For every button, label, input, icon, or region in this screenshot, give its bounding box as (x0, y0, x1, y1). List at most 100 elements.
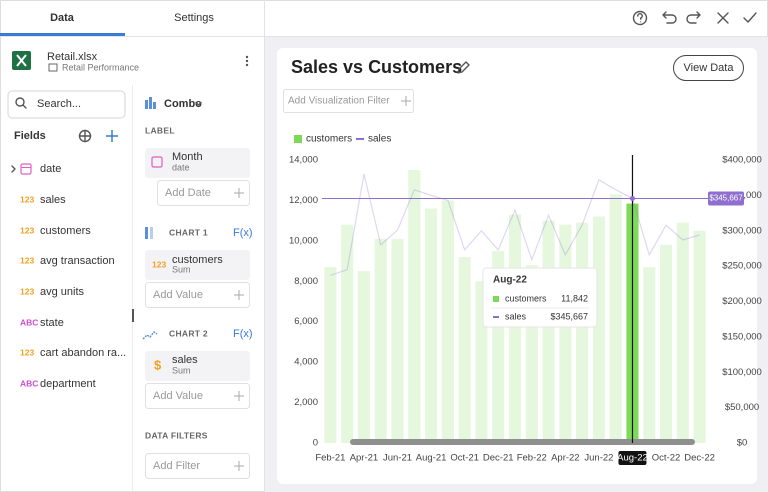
field-badge: 123 (20, 225, 34, 235)
field-card[interactable] (145, 148, 250, 178)
formula-button[interactable]: F(x) (233, 227, 253, 239)
y2-tick-label: $0 (737, 438, 748, 449)
plus-icon (234, 391, 244, 401)
menu-icon[interactable] (245, 55, 249, 67)
legend-label: customers (306, 134, 352, 145)
field-name[interactable]: sales (40, 194, 66, 206)
add-button[interactable] (145, 282, 250, 308)
section-title: CHART 2 (169, 328, 208, 338)
field-name[interactable]: state (40, 317, 64, 329)
field-name[interactable]: avg units (40, 286, 85, 298)
x-tick-label: Oct-22 (652, 453, 681, 464)
bar (425, 208, 438, 443)
x-tick-label: Apr-22 (551, 453, 580, 464)
y2-tick-label: $300,000 (722, 225, 762, 236)
expand-icon[interactable] (11, 165, 16, 173)
plus-icon (401, 96, 411, 106)
tab-underline (0, 33, 125, 36)
y-tick-label: 12,000 (289, 195, 318, 206)
tooltip-value: 11,842 (561, 293, 588, 303)
x-tick-label: Aug-22 (617, 453, 648, 464)
chart-type[interactable]: Combo (164, 98, 202, 110)
add-label: Add Date (165, 187, 211, 199)
field-card[interactable] (145, 250, 250, 280)
bar (508, 214, 522, 443)
field-name[interactable]: department (40, 378, 96, 390)
add-button[interactable] (145, 453, 250, 479)
bar (458, 257, 471, 443)
globe-icon (78, 129, 92, 143)
bar (592, 216, 605, 443)
add-button[interactable] (145, 383, 250, 409)
y2-tick-label: $100,000 (722, 367, 762, 378)
legend-swatch (294, 135, 302, 143)
field-name[interactable]: avg transaction (40, 255, 115, 267)
view-data-button[interactable] (673, 55, 744, 81)
filter-placeholder: Add Visualization Filter (288, 96, 390, 107)
scroll-thumb[interactable] (132, 309, 134, 322)
bar (643, 267, 656, 443)
legend-label: sales (368, 134, 391, 145)
field-name[interactable]: customers (40, 225, 91, 237)
card-sub: Sum (172, 264, 191, 274)
section-title: LABEL (145, 125, 175, 135)
field-badge: 123 (20, 255, 34, 265)
plus-icon (234, 461, 244, 471)
tooltip-title: Aug-22 (493, 275, 527, 286)
field-name[interactable]: date (40, 163, 61, 175)
toolbar (632, 10, 757, 26)
y2-tick-label: $50,000 (725, 402, 759, 413)
crosshair-label-bg (708, 191, 744, 206)
tooltip-name: sales (505, 311, 527, 321)
line-icon (142, 331, 158, 340)
edit-icon[interactable] (457, 61, 470, 74)
x-tick-label: Aug-21 (416, 453, 447, 464)
add-field-icon[interactable] (106, 130, 118, 142)
card-sub: Sum (172, 365, 191, 375)
help-icon[interactable] (632, 10, 648, 26)
redo-icon[interactable] (686, 11, 701, 24)
x-tick-label: Jun-22 (584, 453, 613, 464)
bar (660, 244, 673, 443)
plus-icon (234, 188, 244, 198)
sheet-name: Retail Performance (62, 62, 139, 72)
date-icon (20, 163, 32, 175)
close-icon[interactable] (717, 12, 729, 24)
crosshair-dot (629, 195, 635, 201)
bar (324, 267, 337, 443)
bar (357, 271, 370, 443)
formula-button[interactable]: F(x) (233, 328, 253, 340)
tab-data[interactable]: Data (50, 12, 75, 24)
x-tick-label: Feb-21 (315, 453, 345, 464)
search-icon (15, 97, 25, 107)
field-name[interactable]: cart abandon ra... (40, 347, 126, 359)
filter-box[interactable] (283, 89, 414, 113)
x-tick-label: Feb-22 (517, 453, 547, 464)
card-name: customers (172, 254, 223, 266)
y-tick-label: 4,000 (294, 357, 318, 368)
plus-icon (234, 290, 244, 300)
undo-icon[interactable] (662, 11, 677, 24)
scrollbar[interactable] (350, 439, 695, 445)
y-tick-label: 10,000 (289, 235, 318, 246)
y2-tick-label: $400,000 (722, 155, 762, 166)
sheet-icon (48, 63, 58, 72)
field-card[interactable] (145, 351, 250, 381)
bar-icon (150, 227, 153, 239)
confirm-icon[interactable] (743, 12, 757, 23)
x-tick-label: Jun-21 (383, 453, 412, 464)
bar (542, 220, 555, 443)
bar (559, 224, 572, 443)
dropdown-icon[interactable] (195, 101, 202, 106)
bar (341, 224, 354, 443)
section-title: DATA FILTERS (145, 430, 208, 440)
add-button[interactable] (157, 180, 250, 206)
tab-settings[interactable]: Settings (174, 12, 214, 24)
bar (408, 170, 421, 443)
search-box[interactable] (7, 90, 126, 119)
field-badge: 123 (20, 347, 34, 357)
field-badge: 123 (20, 194, 34, 204)
file-name: Retail.xlsx (47, 51, 98, 63)
search-placeholder: Search... (37, 98, 81, 110)
tooltip-name: customers (505, 293, 547, 303)
